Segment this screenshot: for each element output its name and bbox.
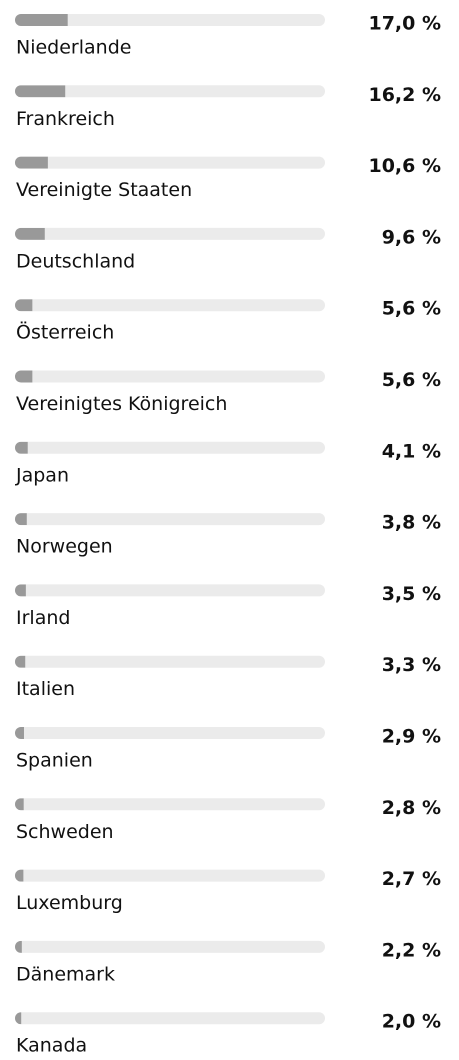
category-label: Italien (16, 678, 75, 700)
value-label: 16,2 % (368, 84, 441, 106)
bar-track (15, 869, 325, 882)
category-label: Vereinigtes Königreich (16, 393, 227, 415)
bar (15, 655, 26, 668)
bar-track (15, 798, 325, 811)
bar (15, 227, 45, 240)
value-label: 3,5 % (382, 583, 441, 605)
bar-track (15, 1012, 325, 1025)
value-label: 3,3 % (382, 654, 441, 676)
category-label: Luxemburg (16, 892, 123, 914)
bar-track (15, 727, 325, 739)
category-label: Japan (15, 464, 69, 486)
value-label: 5,6 % (382, 298, 441, 320)
bar-track (15, 299, 325, 312)
value-label: 2,0 % (382, 1011, 441, 1033)
value-label: 2,7 % (382, 868, 441, 890)
bar (15, 584, 26, 597)
category-label: Irland (16, 607, 70, 629)
value-label: 2,9 % (382, 726, 441, 748)
bar (15, 798, 24, 811)
bar-track (15, 441, 325, 454)
bar-track (15, 14, 325, 26)
bar-track (15, 156, 325, 169)
category-label: Spanien (16, 750, 93, 772)
value-label: 3,8 % (382, 512, 441, 534)
bar (15, 441, 28, 454)
value-label: 10,6 % (368, 155, 441, 177)
value-label: 9,6 % (382, 226, 441, 248)
bar (15, 299, 33, 312)
value-label: 2,8 % (382, 797, 441, 819)
bar (15, 513, 27, 526)
category-label: Norwegen (16, 536, 113, 558)
bar (15, 370, 33, 383)
bar (15, 727, 24, 739)
bar (15, 156, 48, 169)
category-label: Österreich (16, 321, 114, 344)
category-label: Schweden (16, 821, 114, 843)
bar (15, 85, 66, 98)
bar-track (15, 584, 325, 597)
value-label: 4,1 % (382, 440, 441, 462)
category-label: Frankreich (16, 108, 115, 130)
bar-track (15, 85, 325, 98)
bar-track (15, 227, 325, 240)
bar (15, 940, 22, 953)
value-label: 17,0 % (368, 13, 441, 35)
bar-track (15, 370, 325, 383)
category-label: Niederlande (16, 37, 131, 59)
bar-track (15, 655, 325, 668)
bar (15, 1012, 22, 1025)
value-label: 5,6 % (382, 369, 441, 391)
bar-track (15, 513, 325, 526)
value-label: 2,2 % (382, 939, 441, 961)
bar (15, 14, 68, 26)
bar (15, 869, 24, 882)
category-label: Kanada (16, 1035, 87, 1057)
category-label: Dänemark (16, 963, 115, 985)
category-label: Deutschland (16, 250, 135, 272)
bar-track (15, 940, 325, 953)
category-label: Vereinigte Staaten (16, 179, 192, 201)
